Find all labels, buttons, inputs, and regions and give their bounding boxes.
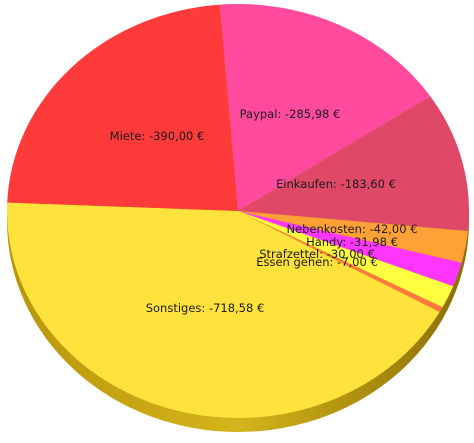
pie-label-handy: Handy: -31,98 €: [306, 235, 398, 249]
pie-slice-sonstiges: [6, 202, 440, 419]
pie-slices: [6, 4, 469, 419]
pie-label-einkaufen: Einkaufen: -183,60 €: [276, 177, 396, 191]
pie-labels: Paypal: -285,98 € Einkaufen: -183,60 € Neb…: [110, 107, 418, 315]
pie-slice-miete: [7, 4, 238, 212]
pie-label-strafzettel: Strafzettel: -30,00 €: [259, 247, 375, 261]
pie-label-essen-gehen: Essen gehen: -7,00 €: [256, 255, 378, 269]
pie-label-nebenkosten: Nebenkosten: -42,00 €: [286, 222, 417, 236]
pie-label-miete: Miete: -390,00 €: [110, 129, 205, 143]
pie-label-sonstiges: Sonstiges: -718,58 €: [146, 301, 265, 315]
pie-slice-handy: [238, 211, 462, 287]
pie-slice-paypal: [219, 4, 431, 212]
pie-slice-strafzettel: [238, 211, 454, 308]
pie-slice-essen-gehen: [238, 211, 443, 312]
pie-label-paypal: Paypal: -285,98 €: [240, 107, 341, 121]
pie-slice-einkaufen: [238, 96, 469, 231]
pie-slice-nebenkosten: [238, 211, 468, 263]
